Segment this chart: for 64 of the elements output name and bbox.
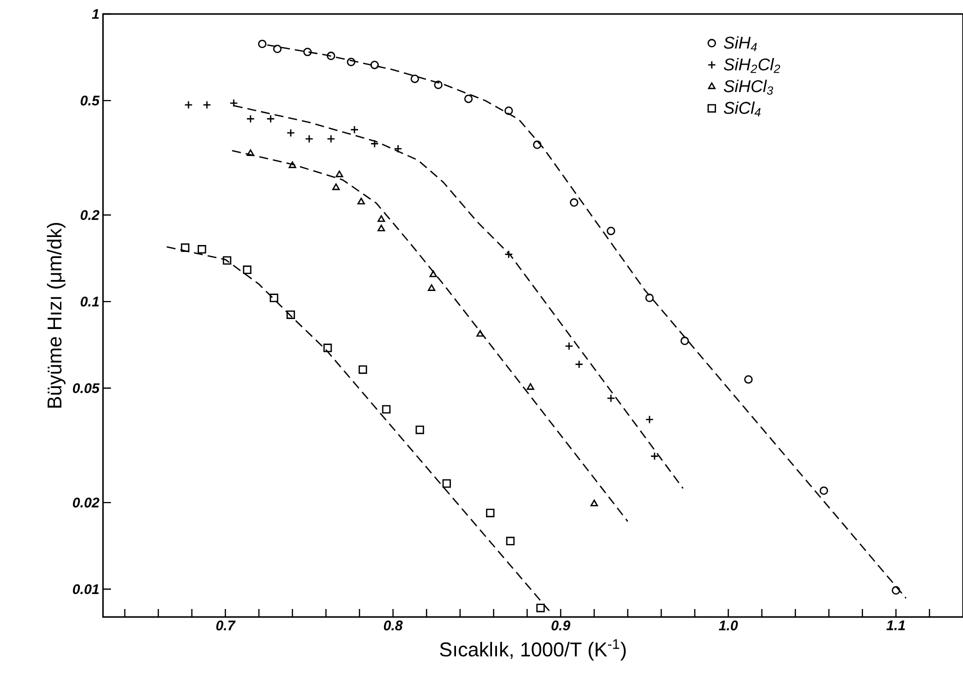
line-series <box>166 246 552 614</box>
point <box>464 94 473 104</box>
point <box>270 294 278 302</box>
point <box>434 80 443 90</box>
point <box>606 226 616 236</box>
point <box>378 224 386 232</box>
point <box>242 266 252 274</box>
point <box>358 365 368 374</box>
y-tick-label: 0.1 <box>80 296 99 307</box>
point <box>526 383 534 390</box>
point <box>370 60 379 70</box>
point <box>476 330 484 337</box>
point <box>382 405 391 414</box>
point <box>222 256 232 265</box>
point <box>273 44 282 54</box>
x-axis-title: Sıcaklık, 1000/T (K$^{-1}$) <box>440 639 626 660</box>
point <box>680 336 689 346</box>
y-tick-label: 0.2 <box>80 210 100 220</box>
y-tick-label: 0.5 <box>80 96 100 106</box>
point <box>286 310 295 319</box>
point <box>323 344 332 352</box>
point <box>532 140 542 149</box>
point <box>246 149 254 156</box>
point <box>590 500 598 506</box>
point <box>486 508 494 518</box>
x-tick-label: 1.0 <box>718 620 738 630</box>
legend-label: SiH$_{4}$ <box>724 36 757 52</box>
point <box>506 536 515 546</box>
point <box>442 479 451 488</box>
point <box>288 161 296 168</box>
point <box>428 284 436 291</box>
point <box>430 270 438 278</box>
y-axis-title: Büyüme Hızı (μm/dk) <box>46 222 66 408</box>
point <box>357 198 365 204</box>
point <box>570 198 578 207</box>
point <box>198 245 206 254</box>
legend-label: SiH$_{2}$Cl$_{2}$ <box>724 58 780 73</box>
point <box>258 40 266 48</box>
point <box>645 294 654 302</box>
x-tick-label: 0.7 <box>216 620 236 630</box>
point <box>303 48 312 56</box>
y-tick-label: 1 <box>92 9 99 19</box>
point <box>744 375 753 384</box>
y-tick-label: 0.01 <box>72 584 99 594</box>
y-tick-label: 0.02 <box>72 498 100 508</box>
legend-label: SiHCl$_{3}$ <box>724 80 774 95</box>
point <box>346 58 356 66</box>
legend-label: SiCl$_{4}$ <box>724 101 761 116</box>
point <box>326 52 336 60</box>
point <box>504 106 513 115</box>
point <box>820 486 828 495</box>
point <box>332 183 340 190</box>
y-tick-label: 0.05 <box>72 383 100 394</box>
x-tick-label: 0.9 <box>552 620 570 630</box>
point <box>416 426 424 434</box>
point <box>180 243 190 252</box>
x-tick-label: 1.1 <box>886 620 905 630</box>
point <box>378 215 386 222</box>
point <box>410 74 420 84</box>
point <box>892 586 900 595</box>
line-series <box>231 150 628 522</box>
x-tick-label: 0.8 <box>384 620 403 630</box>
point <box>336 170 344 178</box>
point <box>536 604 545 612</box>
